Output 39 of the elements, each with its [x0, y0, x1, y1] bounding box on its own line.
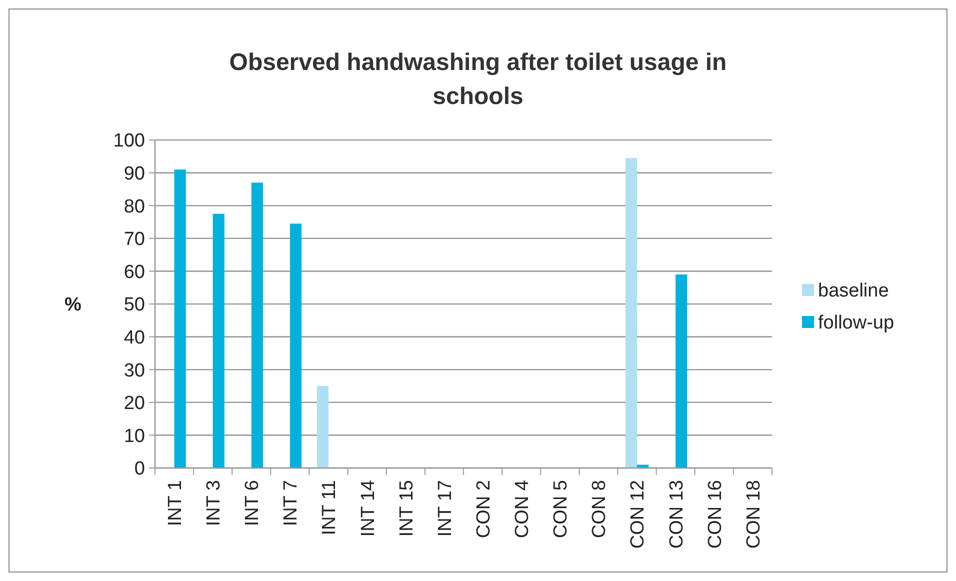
x-tick-label: INT 7: [280, 480, 302, 526]
bar: [251, 182, 263, 468]
y-tick-label: 80: [124, 196, 145, 218]
x-tick-label: INT 15: [396, 480, 418, 537]
bar: [212, 214, 224, 468]
legend-label: follow-up: [818, 312, 894, 334]
bar: [637, 464, 649, 468]
x-tick-label: INT 6: [242, 480, 264, 526]
y-tick-label: 10: [124, 426, 145, 447]
y-axis-title: %: [64, 294, 82, 316]
x-tick-label: CON 8: [589, 480, 610, 538]
x-tick-label: CON 18: [743, 480, 764, 549]
y-tick-label: 30: [124, 360, 145, 382]
x-tick-label: CON 5: [550, 480, 572, 538]
bar: [290, 224, 302, 468]
x-tick-label: INT 3: [203, 480, 224, 526]
y-tick-label: 40: [124, 327, 145, 348]
x-tick-label: CON 12: [628, 480, 649, 549]
x-tick-label: CON 4: [512, 480, 533, 538]
bar: [625, 158, 638, 468]
y-tick-label: 70: [124, 229, 145, 250]
x-tick-label: CON 2: [473, 480, 494, 538]
x-tick-label: INT 1: [164, 480, 186, 526]
bar: [316, 386, 329, 468]
x-tick-label: INT 17: [434, 480, 456, 537]
y-tick-label: 20: [124, 393, 145, 414]
chart-title: Observed handwashing after toilet usage in schools: [229, 49, 727, 110]
y-tick-label: 90: [124, 163, 145, 184]
y-tick-label: 0: [134, 458, 145, 480]
x-tick-label: INT 14: [358, 480, 379, 537]
x-tick-label: CON 16: [704, 480, 726, 549]
legend-label: baseline: [818, 280, 889, 302]
x-tick-label: INT 11: [319, 480, 340, 536]
y-tick-label: 50: [124, 294, 145, 316]
y-tick-label: 100: [113, 130, 145, 152]
bar: [676, 274, 688, 468]
y-tick-label: 60: [124, 262, 145, 283]
x-tick-label: CON 13: [666, 480, 688, 549]
bar: [174, 170, 186, 468]
